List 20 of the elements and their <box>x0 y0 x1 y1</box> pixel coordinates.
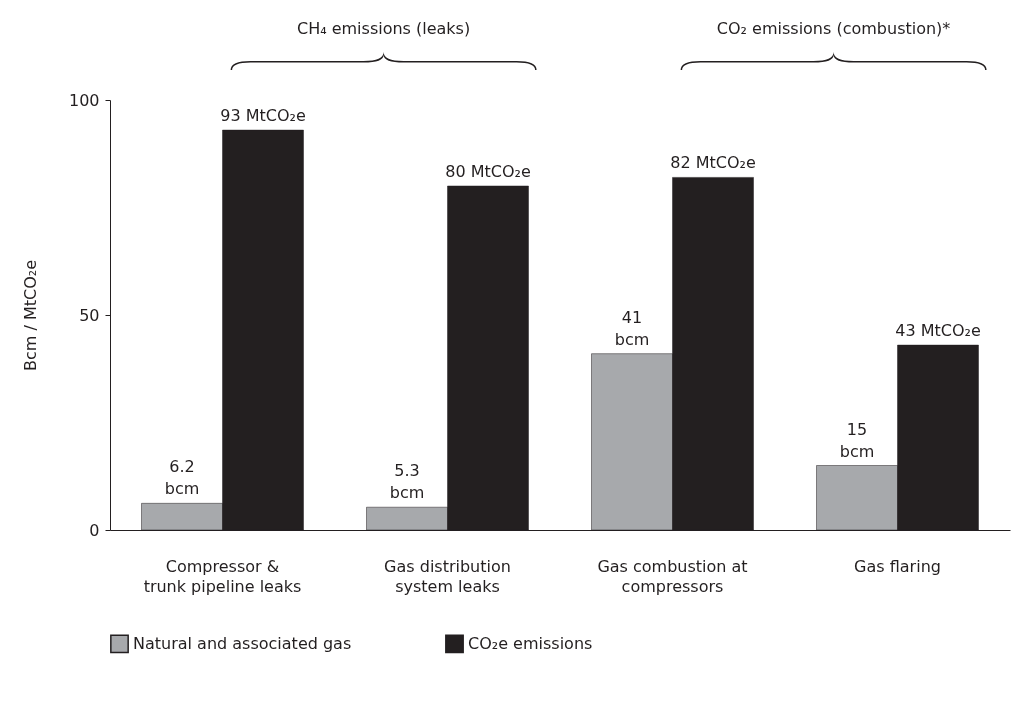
data-label: 43 MtCO₂e <box>895 321 981 341</box>
data-label: 82 MtCO₂e <box>670 153 756 173</box>
y-tick-label: 100 <box>68 90 100 110</box>
data-label: 5.3 bcm <box>389 461 425 503</box>
x-tick-label: Compressor & trunk pipeline leaks <box>143 556 302 596</box>
text: CO₂ emissions (combustion)* <box>716 19 951 38</box>
data-label: 80 MtCO₂e <box>445 162 531 181</box>
data-label: 15 bcm <box>839 419 875 461</box>
x-tick-label: Gas flaring <box>854 556 941 576</box>
legend-label: Natural and associated gas <box>133 633 352 653</box>
data-label: 6.2 bcm <box>164 457 200 499</box>
x-tick-label: Gas combustion at compressors <box>597 556 748 596</box>
y-axis-title: Bcm / MtCO₂e <box>20 259 40 372</box>
text: CH₄ emissions (leaks) <box>296 19 471 38</box>
x-tick-label: Gas distribution system leaks <box>384 556 511 596</box>
y-tick-label: 50 <box>79 305 100 325</box>
y-tick-label: 0 <box>89 520 100 540</box>
data-label: 93 MtCO₂e <box>220 106 306 126</box>
data-label: 41 bcm <box>614 307 650 349</box>
legend-label: CO₂e emissions <box>468 633 593 653</box>
